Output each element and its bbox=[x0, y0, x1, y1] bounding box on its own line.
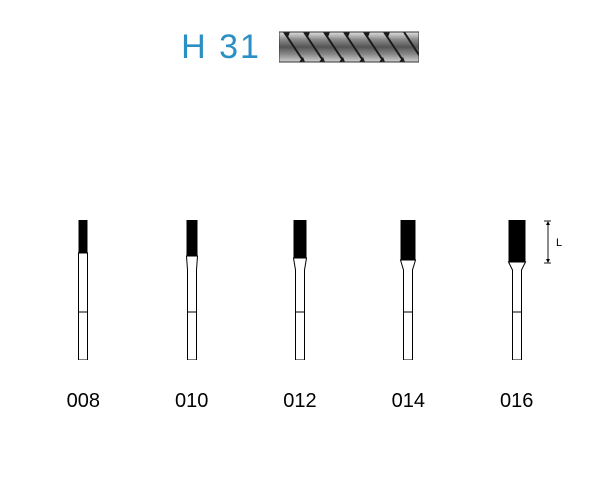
bur-silhouette-icon bbox=[275, 220, 325, 360]
model-label: H 31 bbox=[181, 28, 261, 67]
size-item: 014 bbox=[383, 220, 433, 413]
bur-silhouette-icon bbox=[492, 220, 542, 360]
size-item: 012 bbox=[275, 220, 325, 413]
bur-silhouette-icon bbox=[167, 220, 217, 360]
size-code: 014 bbox=[392, 390, 425, 413]
bur-photo-icon bbox=[279, 29, 419, 65]
size-code: 008 bbox=[67, 390, 100, 413]
header: H 31 bbox=[0, 22, 600, 72]
size-code: 012 bbox=[283, 390, 316, 413]
bur-silhouette-icon bbox=[383, 220, 433, 360]
size-code: 016 bbox=[500, 390, 533, 413]
length-marker-icon: L bbox=[542, 220, 568, 413]
size-code: 010 bbox=[175, 390, 208, 413]
size-row: 008010012014L016 bbox=[0, 220, 600, 413]
size-item: 010 bbox=[167, 220, 217, 413]
length-marker-label: L bbox=[556, 237, 562, 249]
size-item: L016 bbox=[492, 220, 542, 413]
bur-silhouette-icon bbox=[58, 220, 108, 360]
size-item: 008 bbox=[58, 220, 108, 413]
